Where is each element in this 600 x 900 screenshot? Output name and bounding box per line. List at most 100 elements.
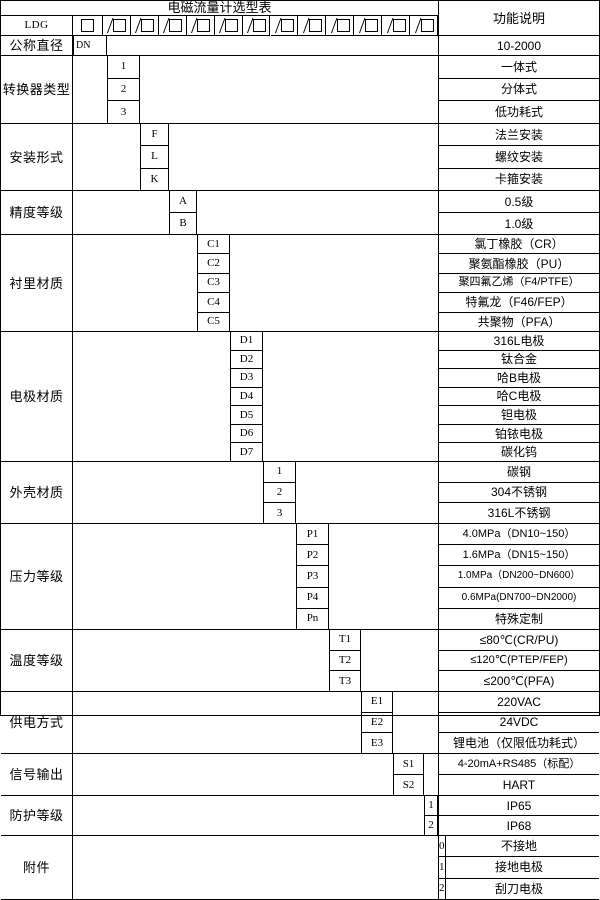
code-cell-9-1: T1 bbox=[329, 630, 361, 651]
code-text: 1 bbox=[276, 465, 283, 478]
desc-cell-8-5: 特殊定制 bbox=[438, 608, 599, 630]
row-filler-right-4 bbox=[197, 191, 438, 235]
desc-cell-7-3: 316L不锈钢 bbox=[438, 503, 599, 524]
model-prefix-cell: LDG bbox=[1, 15, 73, 36]
group-separator-8 bbox=[1, 629, 599, 630]
desc-text: 螺纹安装 bbox=[494, 149, 543, 164]
desc-cell-2-1: 一体式 bbox=[438, 56, 599, 79]
desc-text: 316L电极 bbox=[493, 333, 545, 348]
code-cell-2-1: 1 bbox=[107, 56, 140, 79]
code-cell-6-6: D6 bbox=[230, 424, 263, 444]
desc-text: 接地电极 bbox=[494, 860, 543, 875]
desc-text: 不接地 bbox=[500, 839, 537, 854]
code-cell-6-1: D1 bbox=[230, 332, 263, 351]
code-text: C4 bbox=[207, 295, 220, 308]
table-title: 电磁流量计选型表 bbox=[1, 1, 438, 15]
model-box-inner bbox=[218, 18, 239, 33]
desc-text: 法兰安装 bbox=[494, 127, 543, 142]
row-label-9: 温度等级 bbox=[1, 630, 73, 692]
row-label-12: 防护等级 bbox=[1, 796, 73, 836]
model-box-8 bbox=[298, 15, 327, 36]
code-cell-9-2: T2 bbox=[329, 650, 361, 672]
row-label-text: 附件 bbox=[22, 860, 50, 875]
desc-cell-4-2: 1.0级 bbox=[438, 213, 599, 235]
desc-text: HART bbox=[502, 778, 536, 792]
desc-text: 聚四氟乙烯（F4/PTFE） bbox=[458, 276, 580, 289]
desc-text: 24VDC bbox=[499, 715, 539, 730]
desc-header: 功能说明 bbox=[438, 1, 599, 36]
code-text: P3 bbox=[306, 569, 319, 582]
group-separator-2 bbox=[1, 123, 599, 124]
model-box-7 bbox=[270, 15, 299, 36]
row-label-6: 电极材质 bbox=[1, 332, 73, 462]
desc-cell-6-5: 钽电极 bbox=[438, 406, 599, 425]
desc-text: 220VAC bbox=[497, 694, 541, 709]
model-box-inner bbox=[414, 18, 434, 33]
desc-text: 铂铱电极 bbox=[494, 426, 543, 441]
row-label-2: 转换器类型 bbox=[1, 56, 73, 124]
desc-cell-4-1: 0.5级 bbox=[438, 191, 599, 213]
desc-cell-13-3: 刮刀电极 bbox=[438, 878, 599, 900]
row-label-text: 信号输出 bbox=[9, 767, 64, 782]
title-divider bbox=[1, 15, 438, 16]
desc-cell-6-3: 哈B电极 bbox=[438, 369, 599, 388]
code-text: D7 bbox=[239, 445, 254, 458]
model-box-3 bbox=[158, 15, 187, 36]
code-text: DN bbox=[76, 39, 91, 51]
code-text: K bbox=[150, 172, 159, 185]
desc-cell-10-1: 220VAC bbox=[438, 692, 599, 713]
desc-text: 10-2000 bbox=[496, 38, 542, 53]
desc-text: 低功耗式 bbox=[494, 105, 543, 120]
model-box-10 bbox=[354, 15, 383, 36]
code-text: D4 bbox=[239, 389, 254, 402]
row-label-7: 外壳材质 bbox=[1, 462, 73, 524]
model-box-2 bbox=[130, 15, 159, 36]
code-cell-6-4: D4 bbox=[230, 387, 263, 407]
code-text: C3 bbox=[207, 276, 220, 289]
row-filler-10 bbox=[73, 692, 361, 754]
code-cell-2-2: 2 bbox=[107, 78, 140, 102]
code-cell-5-4: C4 bbox=[197, 293, 230, 313]
model-box-inner bbox=[274, 18, 294, 33]
desc-cell-5-5: 共聚物（PFA） bbox=[438, 312, 599, 332]
desc-text: IP68 bbox=[506, 818, 532, 833]
code-text: P1 bbox=[306, 527, 319, 540]
desc-cell-2-2: 分体式 bbox=[438, 78, 599, 102]
code-cell-12-2: 2 bbox=[424, 816, 438, 836]
row-filler-9 bbox=[73, 630, 329, 692]
code-cell-5-1: C1 bbox=[197, 235, 230, 255]
code-text: D2 bbox=[239, 352, 254, 365]
slash-icon bbox=[330, 18, 337, 33]
row-filler-13 bbox=[73, 836, 438, 900]
row-label-text: 外壳材质 bbox=[9, 485, 64, 500]
row-filler-right-9 bbox=[361, 630, 438, 692]
model-prefix-text: LDG bbox=[24, 18, 49, 31]
desc-cell-11-1: 4-20mA+RS485（标配） bbox=[438, 754, 599, 775]
desc-cell-3-1: 法兰安装 bbox=[438, 124, 599, 147]
slash-icon bbox=[162, 18, 169, 33]
slash-icon bbox=[414, 18, 421, 33]
desc-text: 0.5级 bbox=[504, 194, 534, 209]
code-placeholder-box bbox=[253, 18, 267, 32]
group-separator-7 bbox=[1, 523, 599, 524]
code-placeholder-box bbox=[169, 18, 183, 32]
code-text: B bbox=[179, 217, 187, 229]
code-text: F bbox=[151, 128, 158, 141]
desc-cell-5-2: 聚氨酯橡胶（PU） bbox=[438, 254, 599, 274]
desc-text: 304不锈钢 bbox=[490, 485, 548, 500]
model-box-inner bbox=[106, 18, 127, 33]
row-label-text: 安装形式 bbox=[9, 149, 64, 165]
row-filler-2 bbox=[73, 56, 107, 124]
code-placeholder-box bbox=[420, 18, 434, 32]
code-text: C1 bbox=[207, 237, 220, 250]
code-text: L bbox=[151, 150, 158, 163]
row-label-10: 供电方式 bbox=[1, 692, 73, 754]
code-cell-3-2: L bbox=[140, 146, 169, 169]
slash-icon bbox=[358, 18, 365, 33]
code-cell-7-1: 1 bbox=[263, 462, 296, 483]
row-filler-right-1 bbox=[107, 36, 438, 56]
code-placeholder-box bbox=[336, 18, 350, 32]
slash-icon bbox=[246, 18, 253, 33]
row-filler-7 bbox=[73, 462, 263, 524]
table-title-text: 电磁流量计选型表 bbox=[167, 1, 272, 15]
